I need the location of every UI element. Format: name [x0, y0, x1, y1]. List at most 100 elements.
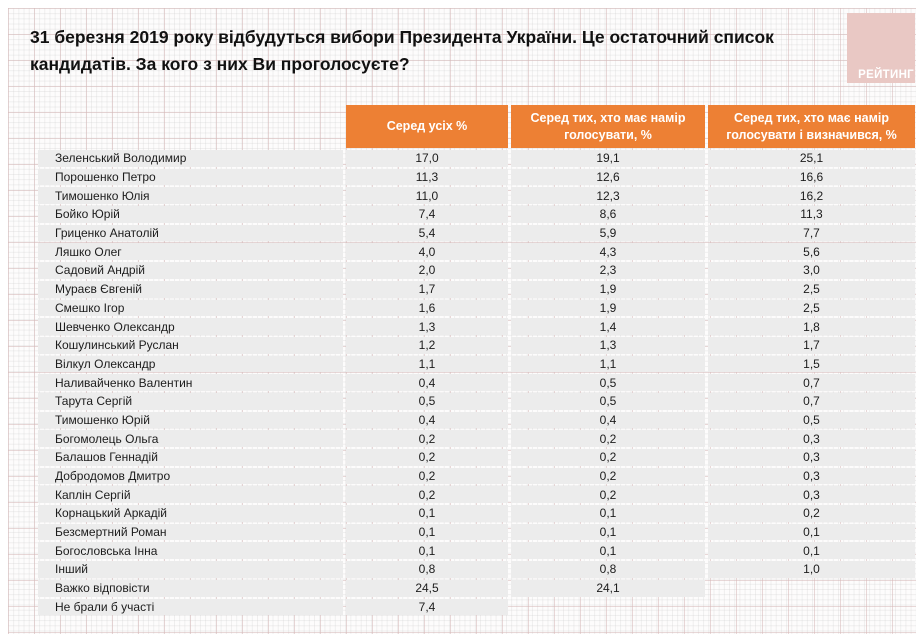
- value-among-voters: 0,2: [511, 467, 705, 485]
- value-among-decided: 2,5: [708, 280, 915, 298]
- value-among-voters: 0,4: [511, 411, 705, 429]
- column-header-among-decided: Серед тих, хто має намір голосувати і ви…: [708, 105, 915, 148]
- table-row: Смешко Ігор 1,6 1,9 2,5: [38, 299, 915, 317]
- value-among-voters: 1,9: [511, 299, 705, 317]
- table-row: Вілкул Олександр 1,1 1,1 1,5: [38, 355, 915, 373]
- table-row: Богомолець Ольга 0,2 0,2 0,3: [38, 430, 915, 447]
- candidate-name: Бойко Юрій: [38, 206, 343, 223]
- table-row: Зеленський Володимир 17,0 19,1 25,1: [38, 150, 915, 167]
- table-row: Бойко Юрій 7,4 8,6 11,3: [38, 206, 915, 223]
- value-among-voters: 0,1: [511, 542, 705, 560]
- value-among-decided: 0,5: [708, 411, 915, 429]
- value-among-decided: 0,1: [708, 542, 915, 560]
- value-among-voters: 0,5: [511, 392, 705, 410]
- value-among-voters: 2,3: [511, 262, 705, 279]
- value-among-all: 0,8: [346, 561, 508, 578]
- value-among-voters: 0,2: [511, 486, 705, 504]
- value-among-voters: 4,3: [511, 243, 705, 261]
- candidate-name: Тимошенко Юрій: [38, 411, 343, 429]
- candidate-name: Ляшко Олег: [38, 243, 343, 261]
- table-row: Кошулинський Руслан 1,2 1,3 1,7: [38, 336, 915, 354]
- value-among-voters: 1,4: [511, 318, 705, 335]
- table-row: Корнацький Аркадій 0,1 0,1 0,2: [38, 505, 915, 522]
- value-among-decided: 25,1: [708, 150, 915, 167]
- value-among-all: 17,0: [346, 150, 508, 167]
- table-row: Гриценко Анатолій 5,4 5,9 7,7: [38, 224, 915, 242]
- value-among-voters: 0,1: [511, 505, 705, 522]
- value-among-all: 5,4: [346, 224, 508, 242]
- table-row: Безсмертний Роман 0,1 0,1 0,1: [38, 523, 915, 541]
- value-among-decided: 1,7: [708, 336, 915, 354]
- value-among-all: 0,2: [346, 449, 508, 466]
- value-among-all: 4,0: [346, 243, 508, 261]
- table-row: Порошенко Петро 11,3 12,6 16,6: [38, 168, 915, 186]
- value-among-voters: 1,3: [511, 336, 705, 354]
- candidate-name: Мураєв Євгеній: [38, 280, 343, 298]
- candidate-name: Кошулинський Руслан: [38, 336, 343, 354]
- table-row: Не брали б участі 7,4: [38, 598, 915, 616]
- value-among-decided: [708, 580, 915, 597]
- value-among-decided: 0,3: [708, 430, 915, 447]
- column-header-among-voters: Серед тих, хто має намір голосувати, %: [511, 105, 705, 148]
- candidate-name: Інший: [38, 561, 343, 578]
- value-among-decided: 5,6: [708, 243, 915, 261]
- value-among-decided: 2,5: [708, 299, 915, 317]
- candidate-name: Тимошенко Юлія: [38, 187, 343, 205]
- table-body: Зеленський Володимир 17,0 19,1 25,1 Порошенк…: [38, 150, 915, 616]
- value-among-decided: 0,7: [708, 374, 915, 391]
- candidate-name: Вілкул Олександр: [38, 355, 343, 373]
- value-among-all: 7,4: [346, 598, 508, 616]
- value-among-decided: [708, 599, 915, 616]
- value-among-decided: 1,8: [708, 318, 915, 335]
- value-among-decided: 1,5: [708, 355, 915, 373]
- page-title: 31 березня 2019 року відбудуться вибори …: [30, 27, 774, 75]
- table-row: Балашов Геннадій 0,2 0,2 0,3: [38, 449, 915, 466]
- column-header-among-all: Серед усіх %: [346, 105, 508, 148]
- value-among-all: 1,1: [346, 355, 508, 373]
- table-row: Шевченко Олександр 1,3 1,4 1,8: [38, 318, 915, 335]
- value-among-decided: 0,3: [708, 449, 915, 466]
- value-among-decided: 0,3: [708, 467, 915, 485]
- candidate-name: Шевченко Олександр: [38, 318, 343, 335]
- value-among-all: 1,3: [346, 318, 508, 335]
- value-among-all: 11,3: [346, 168, 508, 186]
- value-among-all: 0,1: [346, 523, 508, 541]
- candidate-name: Зеленський Володимир: [38, 150, 343, 167]
- value-among-all: 0,4: [346, 411, 508, 429]
- candidate-name: Богомолець Ольга: [38, 430, 343, 447]
- value-among-all: 24,5: [346, 579, 508, 597]
- value-among-all: 1,7: [346, 280, 508, 298]
- value-among-decided: 11,3: [708, 206, 915, 223]
- value-among-decided: 0,1: [708, 523, 915, 541]
- value-among-decided: 16,2: [708, 187, 915, 205]
- value-among-all: 2,0: [346, 262, 508, 279]
- value-among-all: 1,6: [346, 299, 508, 317]
- candidate-name: Балашов Геннадій: [38, 449, 343, 466]
- table-row: Тимошенко Юлія 11,0 12,3 16,2: [38, 187, 915, 205]
- value-among-voters: 0,5: [511, 374, 705, 391]
- table-row: Добродомов Дмитро 0,2 0,2 0,3: [38, 467, 915, 485]
- candidate-name: Наливайченко Валентин: [38, 374, 343, 391]
- value-among-all: 0,5: [346, 392, 508, 410]
- value-among-decided: 16,6: [708, 168, 915, 186]
- value-among-voters: 1,9: [511, 280, 705, 298]
- value-among-decided: 0,2: [708, 505, 915, 522]
- table-row: Садовий Андрій 2,0 2,3 3,0: [38, 262, 915, 279]
- rating-logo-text: РЕЙТИНГ: [858, 69, 914, 81]
- candidate-name: Важко відповісти: [38, 579, 343, 597]
- candidate-name: Добродомов Дмитро: [38, 467, 343, 485]
- candidate-name: Корнацький Аркадій: [38, 505, 343, 522]
- table-row: Богословська Інна 0,1 0,1 0,1: [38, 542, 915, 560]
- value-among-decided: 0,3: [708, 486, 915, 504]
- value-among-decided: 3,0: [708, 262, 915, 279]
- table-row: Інший 0,8 0,8 1,0: [38, 561, 915, 578]
- candidate-name: Порошенко Петро: [38, 168, 343, 186]
- value-among-voters: 0,2: [511, 449, 705, 466]
- value-among-all: 0,2: [346, 467, 508, 485]
- table-row: Мураєв Євгеній 1,7 1,9 2,5: [38, 280, 915, 298]
- value-among-voters: 12,3: [511, 187, 705, 205]
- candidate-name: Садовий Андрій: [38, 262, 343, 279]
- value-among-decided: 7,7: [708, 224, 915, 242]
- candidate-name: Богословська Інна: [38, 542, 343, 560]
